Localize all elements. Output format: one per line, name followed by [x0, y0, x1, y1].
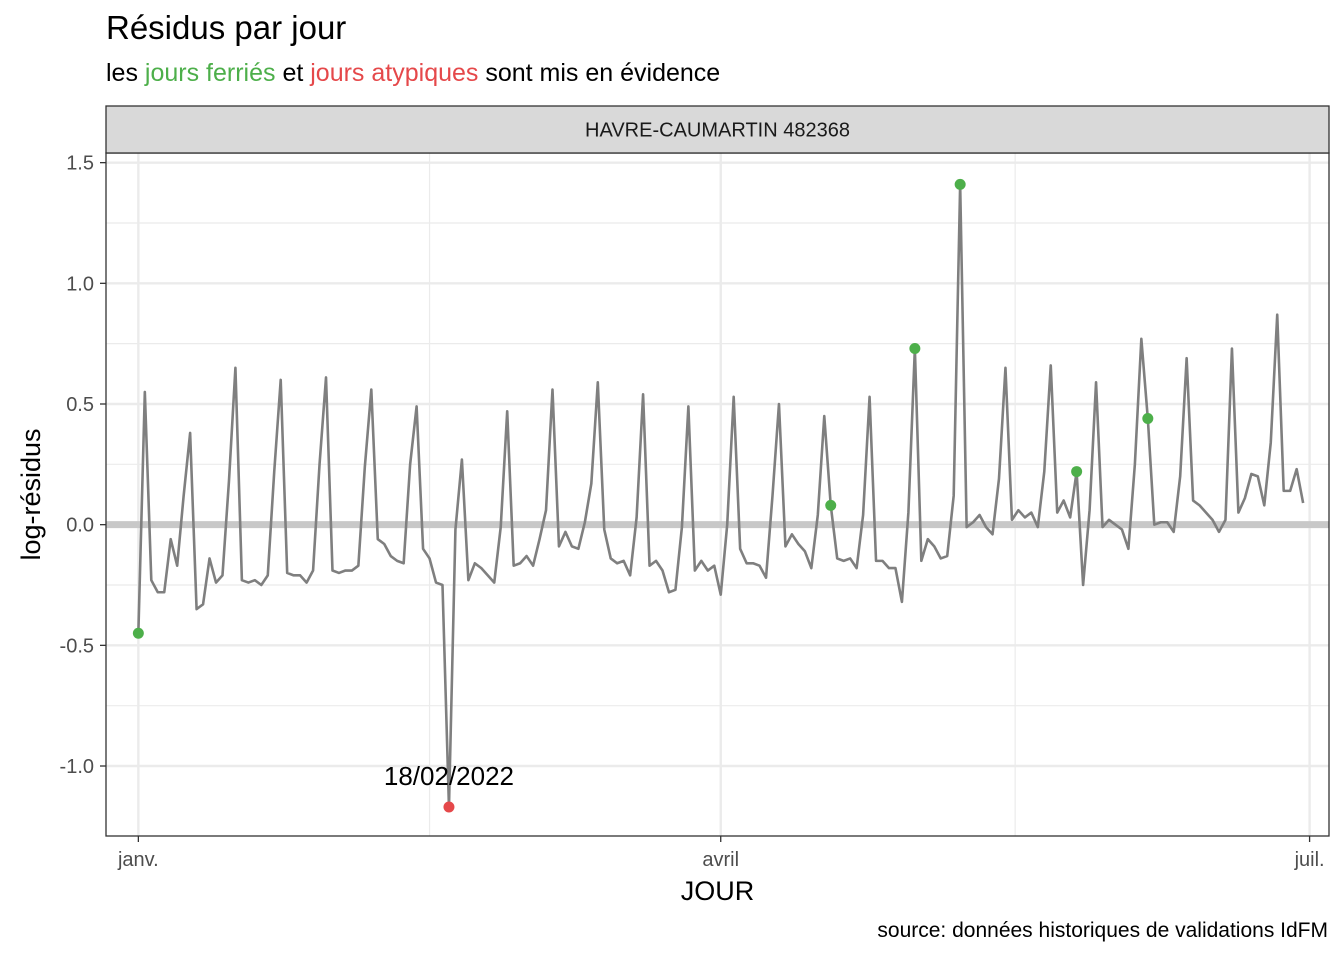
holiday-point: [825, 499, 837, 511]
highlight-points: [132, 178, 1154, 813]
chart-title: Résidus par jour: [106, 9, 347, 46]
subtitle-atypical: jours atypiques: [310, 59, 479, 87]
y-tick-label: -0.5: [60, 635, 94, 657]
y-tick-label: 0.0: [66, 515, 94, 537]
holiday-point: [132, 627, 144, 639]
holiday-point: [1071, 466, 1083, 478]
holiday-point: [1142, 412, 1154, 424]
x-tick-label: avril: [702, 849, 739, 871]
subtitle-middle: et: [275, 59, 311, 87]
point-label: 18/02/2022: [384, 761, 514, 791]
subtitle-suffix: sont mis en évidence: [478, 59, 721, 87]
x-axis: janv. avril juil.: [117, 836, 1325, 871]
point-labels: 18/02/2022: [384, 761, 514, 791]
chart-subtitle: les jours ferriés et jours atypiques son…: [106, 59, 720, 88]
facet-strip: HAVRE-CAUMARTIN 482368: [105, 105, 1330, 154]
y-tick-label: -1.0: [60, 756, 94, 778]
y-tick-label: 1.5: [66, 153, 94, 175]
facet-strip-label: HAVRE-CAUMARTIN 482368: [585, 120, 850, 142]
source-caption: source: données historiques de validatio…: [877, 919, 1328, 942]
facet-strip-background: [105, 105, 1330, 154]
atypical-point: [443, 801, 455, 813]
panel-border: [105, 152, 1330, 837]
x-axis-title: JOUR: [681, 876, 755, 906]
panel-frame: [105, 152, 1330, 837]
x-tick-label: janv.: [117, 849, 159, 871]
holiday-point: [954, 178, 966, 190]
x-tick-label: juil.: [1294, 849, 1325, 871]
series-line: [137, 183, 1305, 809]
grid-lines: [106, 153, 1329, 836]
y-axis: 1.5 1.0 0.5 0.0 -0.5 -1.0: [60, 153, 106, 778]
holiday-point: [909, 342, 921, 354]
subtitle-prefix: les: [106, 59, 145, 87]
y-tick-label: 0.5: [66, 394, 94, 416]
y-tick-label: 1.0: [66, 273, 94, 295]
y-axis-title: log-résidus: [16, 428, 46, 560]
subtitle-holidays: jours ferriés: [144, 59, 276, 87]
residual-line: [137, 183, 1305, 809]
